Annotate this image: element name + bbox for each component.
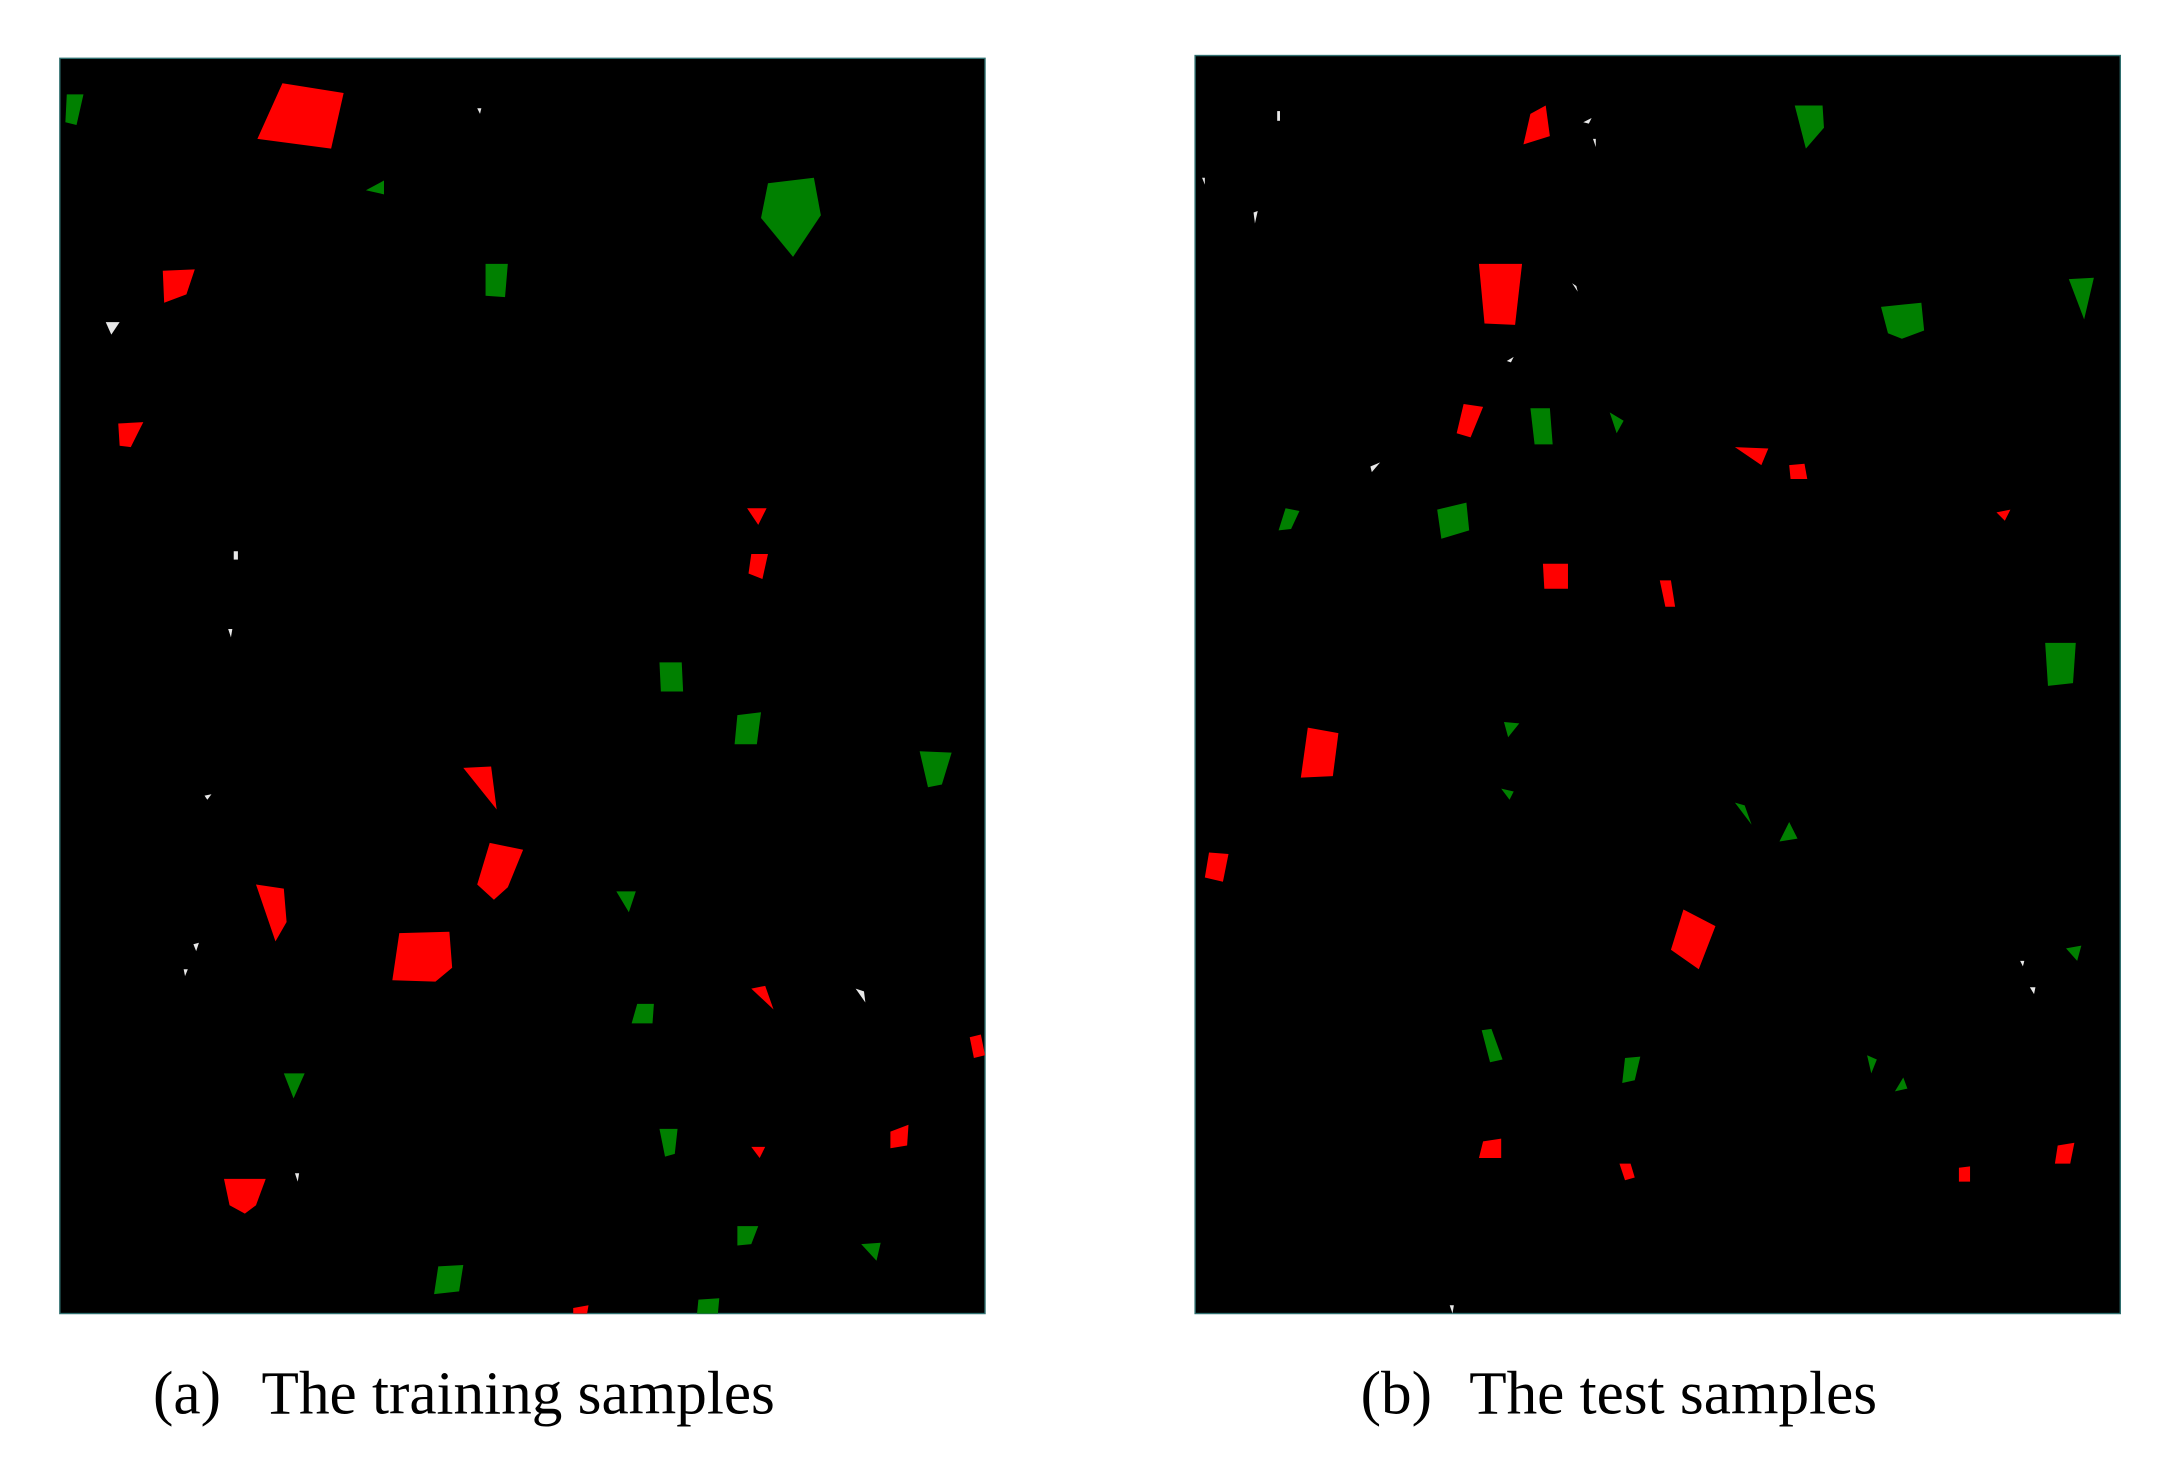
- panel-label: (b): [1361, 1361, 1432, 1428]
- red-region: [162, 269, 195, 303]
- white-region: [193, 942, 199, 952]
- red-region: [748, 554, 768, 580]
- green-region: [1779, 822, 1798, 842]
- green-region: [1503, 722, 1520, 738]
- green-region: [697, 1298, 720, 1314]
- red-region: [1204, 852, 1229, 882]
- panel-image: [59, 57, 986, 1315]
- white-region: [228, 629, 233, 638]
- white-region: [204, 794, 212, 800]
- green-region: [1501, 788, 1514, 800]
- white-region: [1506, 356, 1514, 363]
- red-region: [1958, 1166, 1971, 1182]
- red-region: [1659, 580, 1676, 607]
- panel-image: [1194, 54, 2122, 1315]
- white-region: [105, 322, 120, 335]
- green-region: [1481, 1028, 1503, 1063]
- white-region: [294, 1173, 300, 1182]
- green-region: [659, 662, 684, 692]
- red-region: [969, 1034, 986, 1059]
- red-region: [1478, 1138, 1502, 1159]
- green-region: [659, 1128, 678, 1157]
- red-region: [747, 508, 767, 525]
- panel-caption: The test samples: [1469, 1361, 1877, 1428]
- white-region: [2029, 987, 2036, 995]
- green-region: [365, 180, 384, 195]
- green-region: [1867, 1055, 1877, 1074]
- white-region: [1370, 462, 1381, 473]
- red-region: [1789, 463, 1808, 480]
- green-region: [2068, 277, 2094, 320]
- white-region: [183, 969, 188, 977]
- red-region: [257, 83, 344, 149]
- red-region: [1523, 105, 1550, 145]
- green-region: [1609, 412, 1624, 434]
- green-region: [1881, 302, 1925, 339]
- red-region: [1619, 1163, 1635, 1181]
- green-region: [1894, 1077, 1908, 1092]
- green-region: [1437, 502, 1470, 539]
- green-region: [1530, 408, 1553, 445]
- white-region: [1277, 111, 1280, 121]
- green-region: [1794, 105, 1824, 149]
- panel-label: (a): [153, 1361, 221, 1428]
- green-region: [2066, 945, 2082, 961]
- red-region: [890, 1124, 909, 1149]
- white-region: [1583, 118, 1592, 124]
- green-region: [485, 263, 508, 298]
- green-region: [283, 1073, 305, 1099]
- red-region: [1542, 563, 1568, 589]
- green-region: [65, 94, 84, 125]
- green-region: [861, 1242, 881, 1261]
- panel-a: (a) The training samples: [59, 57, 986, 1428]
- white-region: [2020, 960, 2025, 967]
- red-region: [1300, 727, 1339, 778]
- green-region: [2045, 642, 2076, 686]
- green-region: [631, 1003, 654, 1024]
- green-region: [761, 177, 821, 257]
- red-region: [1670, 909, 1716, 970]
- white-region: [233, 551, 238, 560]
- red-region: [751, 985, 774, 1010]
- red-region: [255, 884, 287, 942]
- green-region: [734, 712, 762, 745]
- red-region: [751, 1146, 766, 1159]
- green-region: [616, 891, 636, 913]
- red-region: [118, 422, 144, 448]
- red-region: [1734, 447, 1769, 466]
- panel-caption: The training samples: [262, 1361, 775, 1428]
- red-region: [392, 931, 453, 982]
- red-region: [463, 766, 497, 810]
- green-region: [737, 1226, 759, 1246]
- green-region: [919, 751, 952, 788]
- panel-b: (b) The test samples: [1194, 54, 2122, 1428]
- white-region: [477, 108, 482, 114]
- red-region: [1456, 404, 1484, 438]
- green-region: [434, 1264, 464, 1295]
- white-region: [1253, 211, 1258, 224]
- red-region: [2054, 1142, 2075, 1164]
- white-region: [855, 988, 866, 1003]
- red-region: [223, 1178, 266, 1214]
- red-region: [1478, 263, 1523, 325]
- red-region: [1996, 509, 2011, 521]
- green-region: [1622, 1056, 1641, 1084]
- red-region: [477, 842, 524, 900]
- white-region: [1572, 283, 1578, 292]
